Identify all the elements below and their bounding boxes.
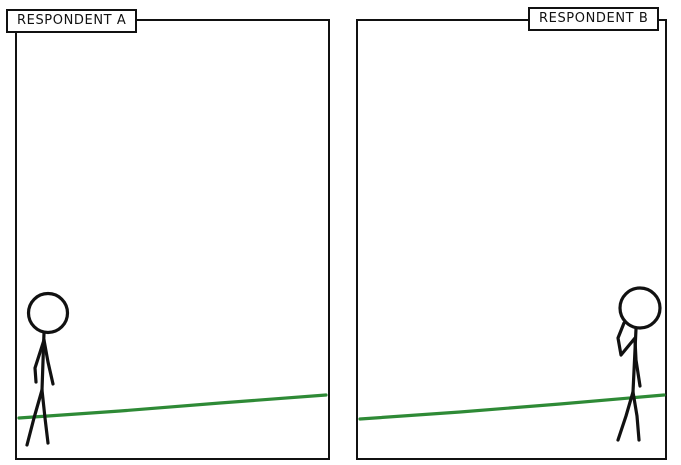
comic-panel-respondent-b: [356, 19, 667, 460]
caption-respondent-b: RESPONDENT B: [528, 7, 660, 31]
caption-respondent-a: RESPONDENT A: [6, 9, 138, 33]
comic-panel-respondent-a: [15, 19, 330, 460]
